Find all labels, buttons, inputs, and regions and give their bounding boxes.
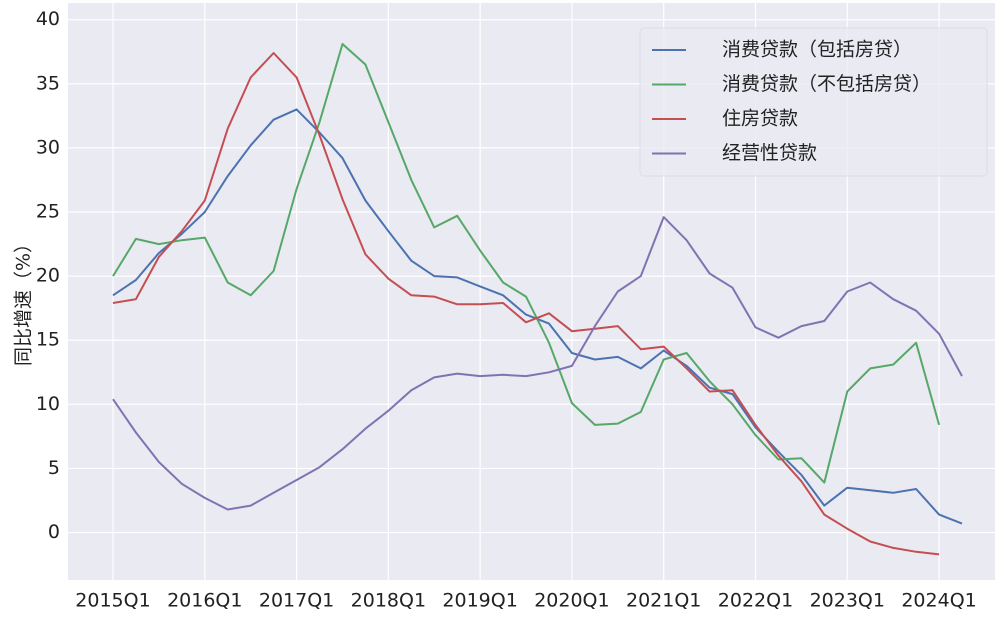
x-tick-label: 2022Q1 [718,590,793,612]
x-tick-label: 2019Q1 [442,590,517,612]
y-tick-label: 10 [36,393,60,415]
y-axis-label: 同比增速（%） [13,234,35,366]
y-tick-label: 30 [36,136,60,158]
x-tick-label: 2016Q1 [167,590,242,612]
series-line [112,43,941,484]
y-tick-label: 40 [36,8,60,30]
x-tick-label: 2015Q1 [75,590,150,612]
y-tick-label: 0 [48,521,60,543]
x-tick-label: 2024Q1 [901,590,976,612]
y-tick-label: 5 [48,457,60,479]
x-tick-label: 2023Q1 [810,590,885,612]
y-tick-label: 35 [36,72,60,94]
series-line [112,52,940,556]
legend-label: 住房贷款 [722,108,798,130]
x-tick-label: 2020Q1 [534,590,609,612]
series-line [112,216,963,511]
y-tick-label: 25 [36,201,60,223]
legend-label: 消费贷款（包括房贷） [722,39,912,61]
legend-box [639,27,988,177]
y-tick-label: 20 [36,265,60,287]
y-tick-label: 15 [36,329,60,351]
legend-label: 消费贷款（不包括房贷） [722,73,931,95]
x-tick-label: 2021Q1 [626,590,701,612]
x-tick-label: 2018Q1 [351,590,426,612]
x-tick-label: 2017Q1 [259,590,334,612]
legend-label: 经营性贷款 [722,142,817,164]
